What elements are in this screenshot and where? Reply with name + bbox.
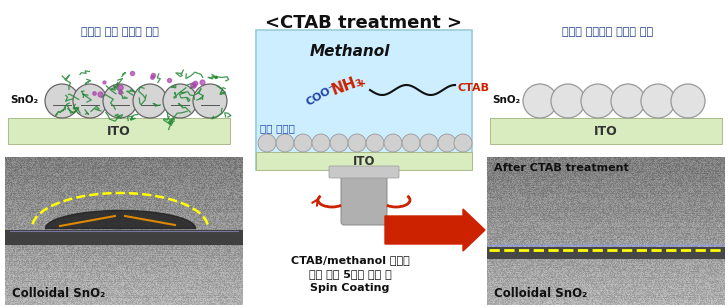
Circle shape [366, 134, 384, 152]
Circle shape [420, 134, 438, 152]
Circle shape [133, 84, 167, 118]
Circle shape [641, 84, 675, 118]
Circle shape [581, 84, 615, 118]
Text: CTAB/methanol 용액을
기판 위에 5분간 도포 후
Spin Coating: CTAB/methanol 용액을 기판 위에 5분간 도포 후 Spin Co… [290, 255, 409, 293]
Text: ITO: ITO [107, 125, 131, 138]
Text: Colloidal SnO₂: Colloidal SnO₂ [494, 287, 587, 300]
Circle shape [193, 84, 227, 118]
Text: CTAB: CTAB [458, 83, 490, 93]
Text: 표면에 많은 유기물 존재: 표면에 많은 유기물 존재 [81, 27, 159, 37]
Circle shape [402, 134, 420, 152]
Circle shape [312, 134, 330, 152]
Text: SnO₂: SnO₂ [10, 95, 38, 105]
Text: COO⁻: COO⁻ [305, 83, 339, 107]
Text: SnO₂: SnO₂ [492, 95, 520, 105]
FancyBboxPatch shape [490, 118, 722, 144]
Circle shape [276, 134, 294, 152]
Circle shape [551, 84, 585, 118]
Circle shape [611, 84, 645, 118]
Circle shape [103, 84, 137, 118]
Text: +: + [358, 79, 366, 89]
Text: ITO: ITO [594, 125, 618, 138]
Text: ITO: ITO [353, 154, 375, 168]
Text: <CTAB treatment >: <CTAB treatment > [266, 14, 462, 32]
Text: NH₃: NH₃ [330, 72, 365, 98]
Circle shape [384, 134, 402, 152]
Text: After CTAB treatment: After CTAB treatment [494, 163, 629, 173]
Text: 표면 유기물: 표면 유기물 [260, 123, 295, 133]
Circle shape [348, 134, 366, 152]
FancyBboxPatch shape [256, 30, 472, 170]
FancyBboxPatch shape [256, 152, 472, 170]
Text: 표면에 존재하던 유기물 제거: 표면에 존재하던 유기물 제거 [563, 27, 654, 37]
Circle shape [73, 84, 107, 118]
FancyBboxPatch shape [8, 118, 230, 144]
Circle shape [258, 134, 276, 152]
Circle shape [45, 84, 79, 118]
FancyBboxPatch shape [329, 166, 399, 178]
Text: Methanol: Methanol [310, 44, 390, 59]
Circle shape [438, 134, 456, 152]
Circle shape [523, 84, 557, 118]
Text: Colloidal SnO₂: Colloidal SnO₂ [12, 287, 106, 300]
Circle shape [454, 134, 472, 152]
FancyBboxPatch shape [341, 167, 387, 225]
Circle shape [294, 134, 312, 152]
Circle shape [671, 84, 705, 118]
Circle shape [330, 134, 348, 152]
Circle shape [163, 84, 197, 118]
FancyArrow shape [385, 209, 485, 251]
